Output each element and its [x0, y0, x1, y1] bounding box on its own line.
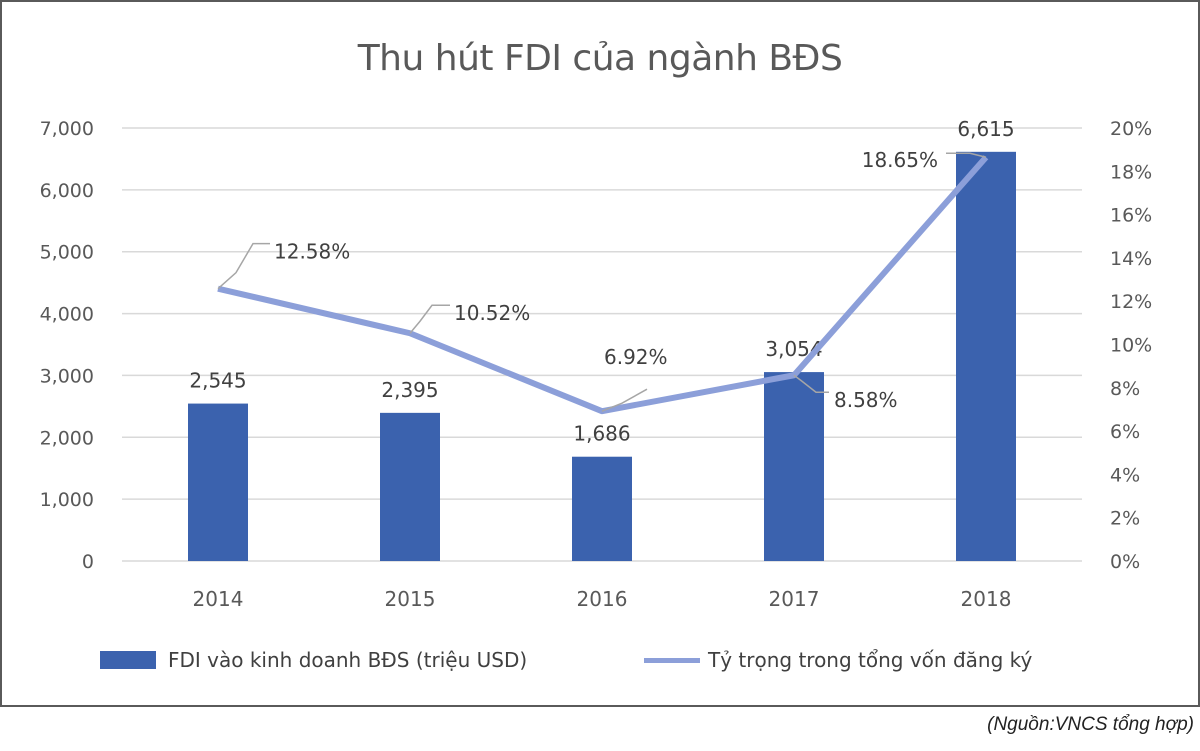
line-data-labels: 12.58% 10.52% 6.92% 8.58% 18.65%	[217, 148, 987, 412]
line-swatch-icon	[644, 657, 700, 663]
left-tick-label: 2,000	[40, 427, 94, 449]
gridlines	[122, 127, 1082, 562]
bar[interactable]	[380, 412, 440, 561]
leader-line	[601, 388, 648, 412]
leader-line	[409, 304, 450, 334]
right-tick-label: 12%	[1110, 291, 1152, 313]
left-tick-label: 0	[82, 551, 94, 573]
bar-value-label: 2,545	[189, 369, 246, 393]
bar-swatch-icon	[100, 651, 156, 669]
right-tick-label: 2%	[1110, 508, 1140, 530]
bar[interactable]	[764, 372, 824, 561]
legend: FDI vào kinh doanh BĐS (triệu USD) Tỷ tr…	[0, 648, 1200, 678]
leader-line	[946, 152, 987, 158]
legend-line-label: Tỷ trọng trong tổng vốn đăng ký	[708, 648, 1033, 672]
right-axis-ticks: 0% 2% 4% 6% 8% 10% 12% 14% 16% 18% 20%	[1110, 118, 1152, 573]
line-value-label: 12.58%	[274, 240, 350, 264]
left-tick-label: 1,000	[40, 489, 94, 511]
right-tick-label: 10%	[1110, 335, 1152, 357]
right-tick-label: 14%	[1110, 248, 1152, 270]
chart-title: Thu hút FDI của ngành BĐS	[357, 38, 843, 79]
right-tick-label: 4%	[1110, 464, 1140, 486]
left-axis-ticks: 0 1,000 2,000 3,000 4,000 5,000 6,000 7,000	[40, 118, 94, 573]
bar-value-label: 6,615	[957, 117, 1014, 141]
plot-area: 0 1,000 2,000 3,000 4,000 5,000 6,000 7,000 0% 2…	[40, 117, 1153, 611]
bar-series	[188, 151, 1016, 561]
left-tick-label: 5,000	[40, 242, 94, 264]
line-value-label: 8.58%	[834, 388, 898, 412]
x-axis-ticks: 2014 2015 2016 2017 2018	[193, 587, 1012, 611]
leader-line	[793, 374, 829, 393]
source-note: (Nguồn:VNCS tổng hợp)	[987, 714, 1194, 735]
left-tick-label: 3,000	[40, 365, 94, 387]
x-tick-label: 2017	[769, 587, 820, 611]
right-tick-label: 20%	[1110, 118, 1152, 140]
line-value-label: 6.92%	[604, 345, 668, 369]
right-tick-label: 6%	[1110, 421, 1140, 443]
bar[interactable]	[956, 151, 1016, 561]
line-value-label: 18.65%	[862, 148, 938, 172]
left-tick-label: 4,000	[40, 304, 94, 326]
legend-item-bar[interactable]: FDI vào kinh doanh BĐS (triệu USD)	[100, 648, 527, 672]
right-tick-label: 0%	[1110, 551, 1140, 573]
bar[interactable]	[572, 456, 632, 561]
left-tick-label: 6,000	[40, 180, 94, 202]
line-value-label: 10.52%	[454, 301, 530, 325]
legend-item-line[interactable]: Tỷ trọng trong tổng vốn đăng ký	[644, 648, 1032, 672]
x-tick-label: 2016	[577, 587, 628, 611]
bar-value-label: 2,395	[381, 378, 438, 402]
right-tick-label: 8%	[1110, 378, 1140, 400]
right-tick-label: 18%	[1110, 161, 1152, 183]
line-series	[217, 155, 989, 415]
x-tick-label: 2018	[961, 587, 1012, 611]
x-tick-label: 2014	[193, 587, 244, 611]
right-tick-label: 16%	[1110, 205, 1152, 227]
legend-bar-label: FDI vào kinh doanh BĐS (triệu USD)	[168, 648, 528, 672]
leader-line	[217, 242, 270, 290]
line-path[interactable]	[217, 155, 989, 415]
bar-value-label: 1,686	[573, 422, 630, 446]
x-tick-label: 2015	[385, 587, 436, 611]
bar[interactable]	[188, 403, 248, 561]
left-tick-label: 7,000	[40, 118, 94, 140]
